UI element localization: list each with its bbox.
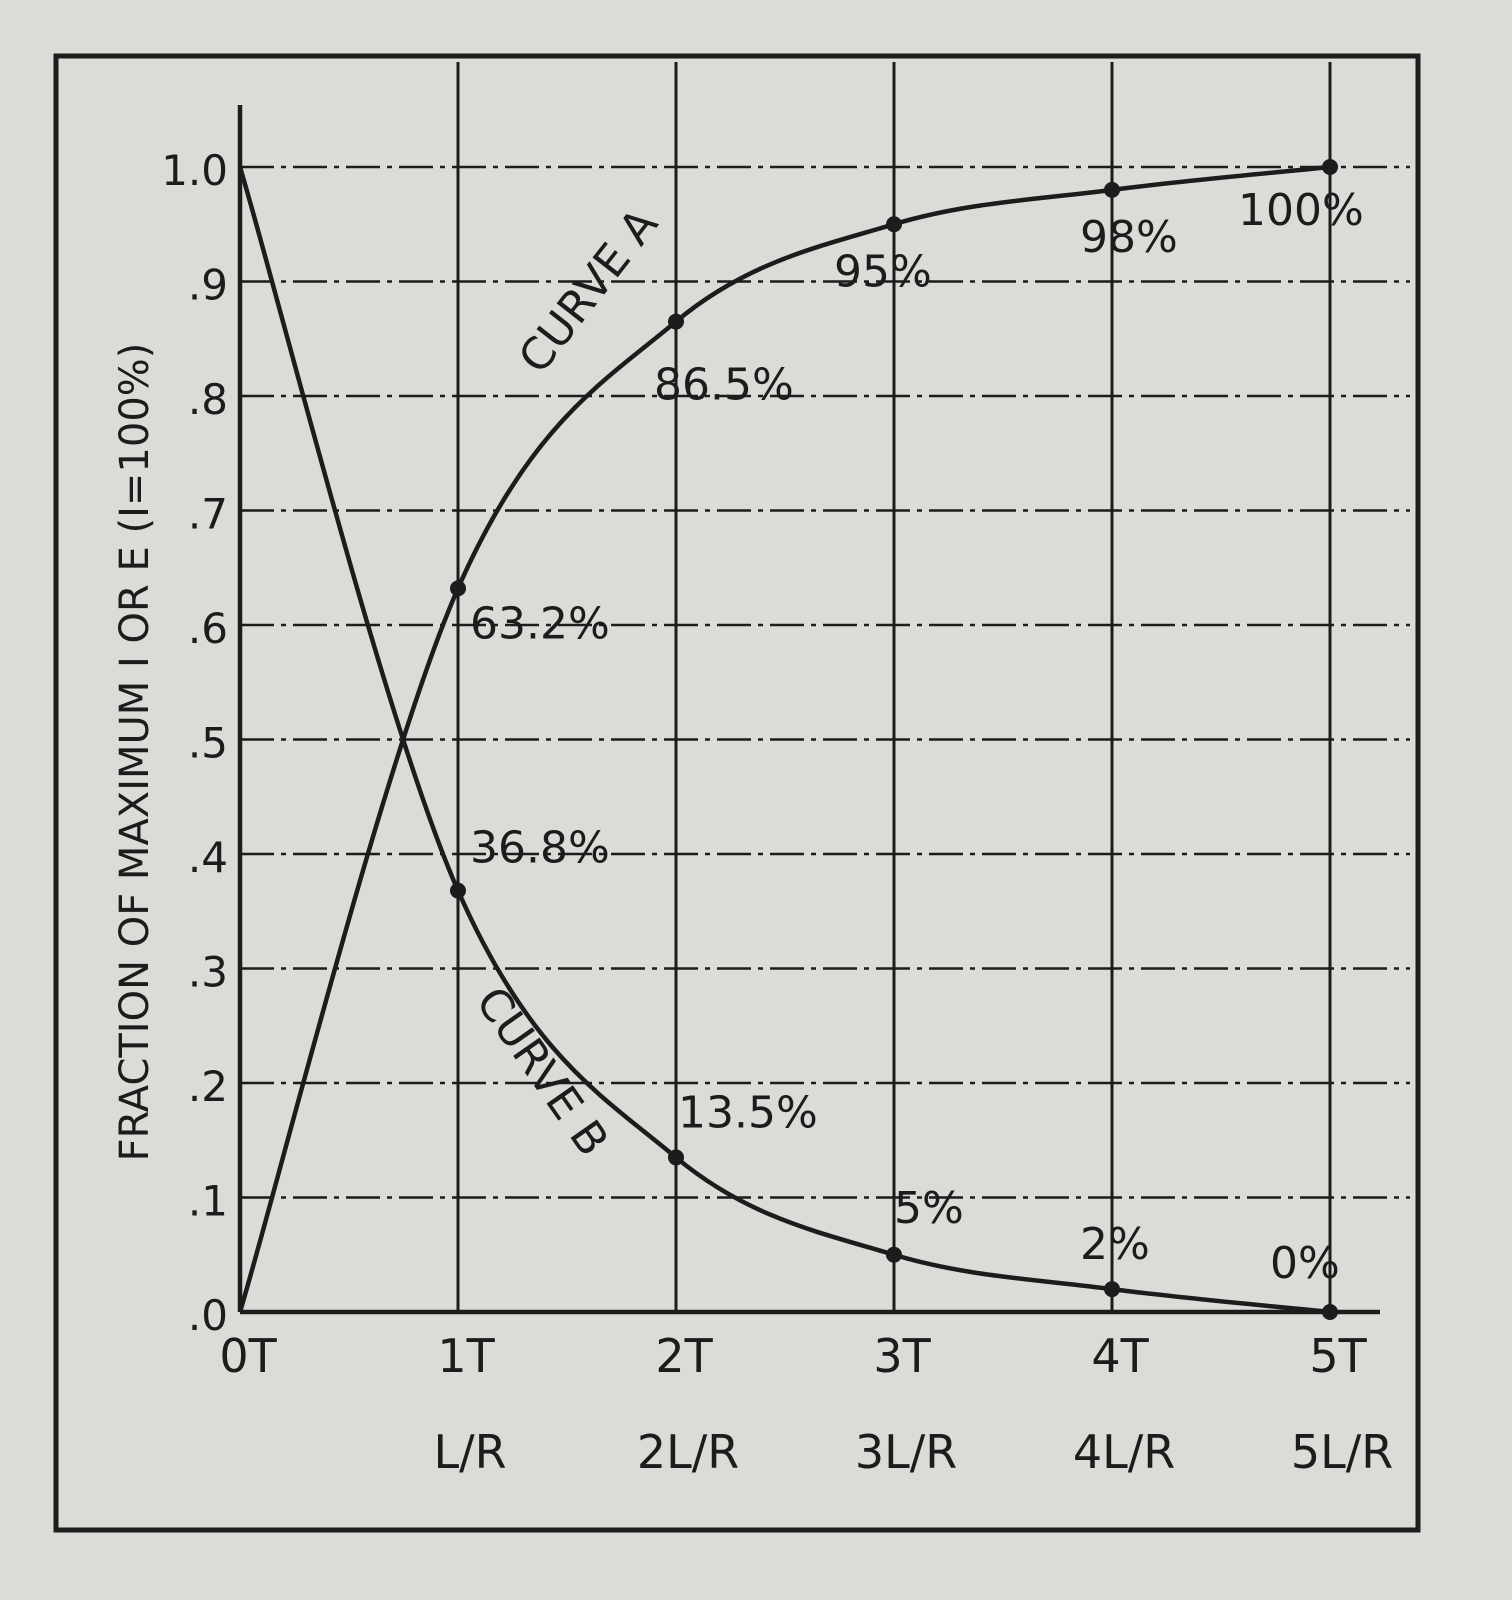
data-point [1104,1281,1120,1298]
data-point [668,1149,684,1166]
data-label: 2% [1080,1219,1150,1270]
x-tick-label: 5T [1309,1329,1367,1383]
x-tick-label-secondary: L/R [433,1425,506,1479]
x-tick-label: 1T [437,1329,495,1383]
data-label: 13.5% [678,1087,818,1138]
data-point [1322,1304,1338,1320]
labels: .0 .1 .2 .3 .4 .5 .6 .7 .8 .9 1.0 0T 1T 2T 3T 4T 5T L/R 2L… [161,146,1393,1479]
y-tick-label: .9 [188,261,228,310]
data-label: 36.8% [470,823,610,874]
data-point [886,216,902,233]
data-point [450,580,466,597]
x-tick-label-secondary: 2L/R [637,1425,739,1479]
x-tick-label-secondary: 5L/R [1291,1425,1393,1479]
y-tick-label: .2 [188,1062,228,1111]
data-label: 95% [834,246,932,297]
chart-frame [53,53,1421,1533]
data-point [1104,181,1120,198]
data-point [886,1246,902,1263]
data-label: 0% [1270,1238,1340,1289]
data-point [450,882,466,899]
axes [237,105,1380,1315]
x-tick-label-secondary: 3L/R [855,1425,957,1479]
y-tick-label: 1.0 [161,146,228,195]
y-tick-label: .6 [188,604,228,653]
y-tick-label: .8 [188,375,228,424]
series-name-label: CURVE B [466,978,619,1165]
x-tick-label: 4T [1091,1329,1149,1383]
x-tick-label-secondary: 4L/R [1073,1425,1175,1479]
y-tick-label: .1 [188,1177,228,1226]
data-point [1322,159,1338,175]
y-tick-label: .5 [188,719,228,768]
x-tick-label: 3T [873,1329,931,1383]
x-tick-label: 0T [219,1329,277,1383]
y-axis-label: FRACTION OF MAXIMUM I OR E (I=100%) [112,343,158,1162]
curves [237,159,1338,1320]
series-name-label: CURVE A [509,199,668,383]
y-tick-label: .7 [188,490,228,539]
data-label: 5% [894,1183,964,1234]
grid-lines [240,62,1410,1312]
data-point [668,313,684,330]
x-tick-label: 2T [655,1329,713,1383]
y-tick-label: .3 [188,948,228,997]
data-label: 63.2% [470,598,610,649]
y-tick-label: .4 [188,833,228,882]
data-label: 98% [1080,212,1178,263]
y-tick-label: .0 [188,1291,228,1340]
data-label: 100% [1238,185,1364,236]
data-label: 86.5% [654,360,794,411]
